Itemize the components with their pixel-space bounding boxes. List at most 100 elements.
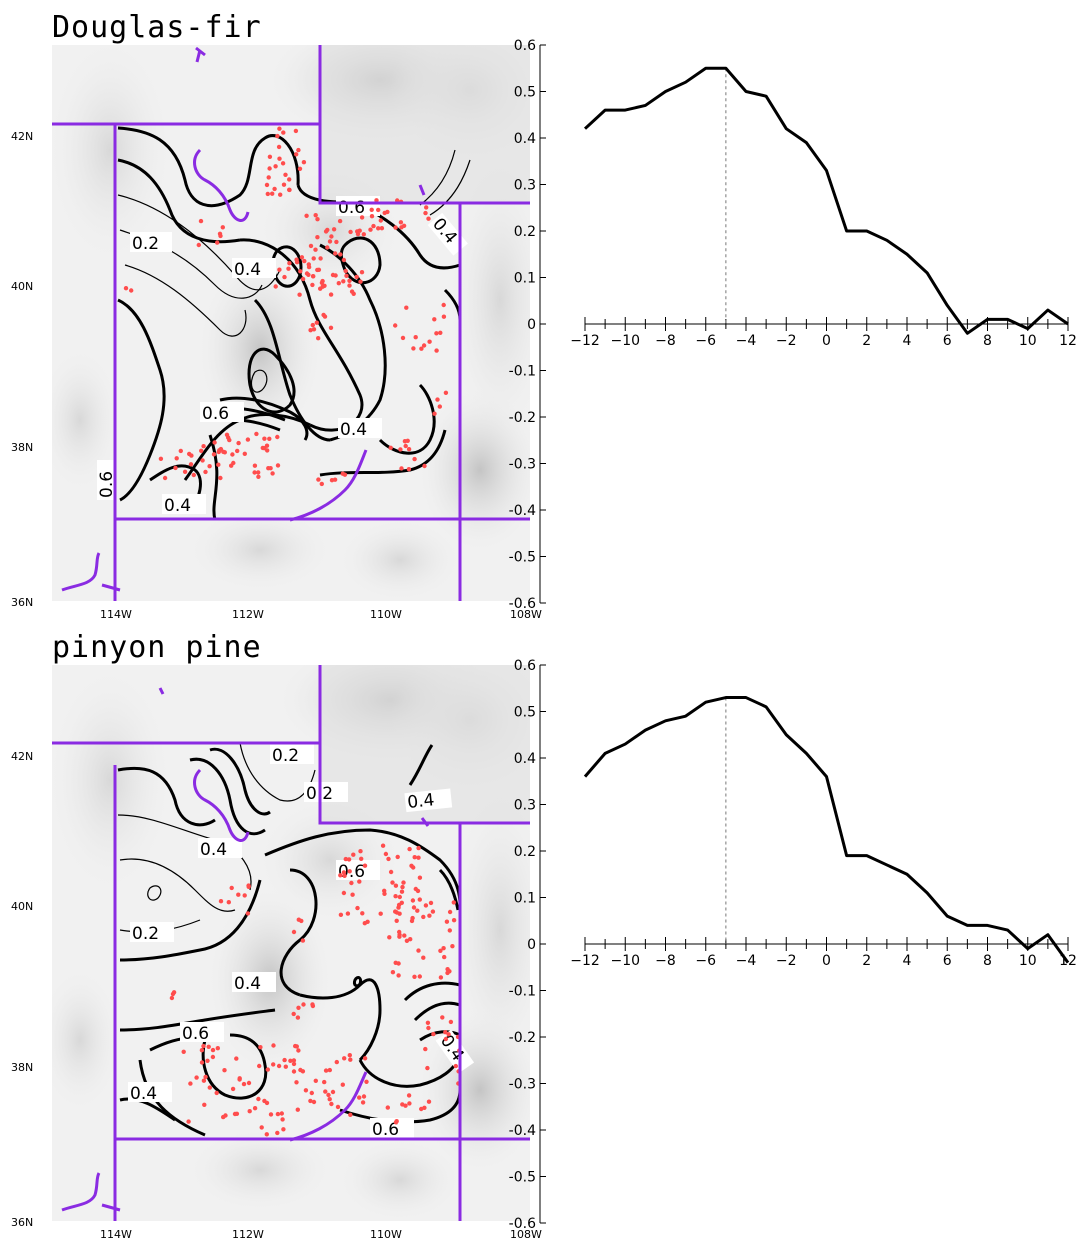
- contour-label: 0.6: [97, 471, 117, 498]
- x-tick-label: −10: [610, 953, 640, 969]
- occurrence-point: [310, 1003, 316, 1009]
- occurrence-point: [186, 1119, 191, 1124]
- occurrence-point: [357, 228, 362, 233]
- occurrence-point: [440, 1015, 445, 1020]
- occurrence-point: [302, 258, 307, 264]
- occurrence-point: [257, 1063, 262, 1069]
- occurrence-point: [357, 1095, 362, 1100]
- occurrence-point: [360, 911, 365, 916]
- state-boundaries: [52, 665, 530, 1221]
- occurrence-point: [206, 1044, 211, 1050]
- y-tick-label: 0.3: [514, 178, 536, 194]
- y-tick-label: -0.5: [509, 1170, 536, 1186]
- occurrence-point: [262, 436, 267, 441]
- occurrence-point: [311, 274, 316, 279]
- occurrence-point: [313, 213, 318, 218]
- y-tick-label: -0.2: [509, 410, 536, 426]
- occurrence-point: [203, 469, 208, 475]
- occurrence-point: [335, 1104, 341, 1110]
- occurrence-point: [362, 863, 368, 868]
- occurrence-point: [201, 1078, 207, 1083]
- y-tick-label: -0.6: [509, 596, 536, 612]
- occurrence-point: [265, 1067, 270, 1072]
- occurrence-point: [210, 1054, 216, 1060]
- occurrence-point: [123, 286, 129, 291]
- occurrence-point: [308, 243, 314, 249]
- occurrence-point: [319, 280, 325, 285]
- occurrence-point: [443, 390, 449, 395]
- occurrence-point: [296, 1048, 301, 1053]
- occurrence-point: [187, 451, 192, 457]
- x-tick-label: 8: [983, 333, 992, 349]
- x-tick-label: −4: [736, 333, 757, 349]
- occurrence-point: [369, 214, 375, 219]
- occurrence-point: [442, 954, 447, 960]
- occurrence-point: [173, 465, 178, 471]
- y-tick-label: 0.5: [514, 705, 536, 721]
- occurrence-point: [362, 1056, 368, 1061]
- occurrence-point: [325, 227, 330, 233]
- lon-tick: 112W: [232, 608, 264, 621]
- occurrence-point: [311, 327, 317, 332]
- x-tick-label: −2: [776, 333, 797, 349]
- occurrence-point: [281, 1127, 286, 1132]
- occurrence-point: [416, 948, 421, 953]
- occurrence-point: [308, 328, 313, 333]
- contour-label: 0.2: [132, 924, 159, 944]
- occurrence-point: [223, 1113, 228, 1118]
- occurrence-point: [400, 335, 406, 341]
- y-tick-label: 0.3: [514, 798, 536, 814]
- occurrence-point: [393, 225, 398, 230]
- occurrence-point: [347, 869, 352, 874]
- x-tick-label: 12: [1059, 333, 1077, 349]
- occurrence-point: [235, 448, 240, 454]
- occurrence-point: [301, 160, 307, 165]
- occurrence-point: [287, 187, 292, 192]
- occurrence-point: [441, 314, 447, 319]
- occurrence-point: [406, 1093, 412, 1098]
- occurrence-point: [432, 317, 437, 322]
- y-tick-label: 0: [527, 317, 536, 333]
- occurrence-point: [379, 226, 385, 231]
- occurrence-point: [329, 1101, 334, 1107]
- occurrence-point: [412, 855, 417, 860]
- occurrence-point: [256, 1096, 261, 1102]
- occurrence-point: [415, 908, 420, 913]
- occurrence-point: [401, 880, 406, 885]
- occurrence-point: [202, 1102, 207, 1108]
- occurrence-point: [402, 933, 407, 938]
- occurrence-point: [394, 910, 399, 915]
- contour-label: 0.6: [372, 1120, 399, 1140]
- occurrence-point: [359, 215, 365, 220]
- occurrence-point: [380, 843, 386, 848]
- occurrence-point: [294, 152, 299, 157]
- y-tick-label: 0.6: [514, 38, 536, 54]
- x-tick-label: 6: [943, 333, 952, 349]
- occurrence-point: [410, 898, 416, 903]
- x-tick-label: −8: [655, 953, 676, 969]
- occurrence-point: [231, 460, 236, 466]
- occurrence-point: [218, 899, 224, 904]
- contour-label: 0.4: [340, 420, 367, 440]
- occurrence-point: [196, 242, 201, 248]
- contour-label: 0.6: [338, 198, 365, 218]
- occurrence-point: [397, 929, 402, 935]
- occurrence-point: [275, 1111, 281, 1117]
- occurrence-point: [275, 463, 281, 468]
- occurrence-point: [315, 267, 320, 273]
- occurrence-point: [395, 854, 400, 860]
- occurrence-point: [316, 336, 321, 341]
- occurrence-point: [222, 1068, 227, 1073]
- x-tick-label: −6: [695, 333, 716, 349]
- occurrence-point: [314, 320, 319, 325]
- occurrence-point: [311, 256, 316, 261]
- occurrence-point: [264, 1132, 269, 1137]
- occurrence-point: [270, 471, 275, 476]
- occurrence-point: [357, 879, 362, 884]
- occurrence-point: [438, 330, 443, 335]
- occurrence-point: [276, 1063, 282, 1069]
- occurrence-point: [333, 251, 338, 256]
- occurrence-point: [417, 897, 422, 902]
- occurrence-point: [417, 875, 423, 880]
- occurrence-point: [438, 975, 444, 980]
